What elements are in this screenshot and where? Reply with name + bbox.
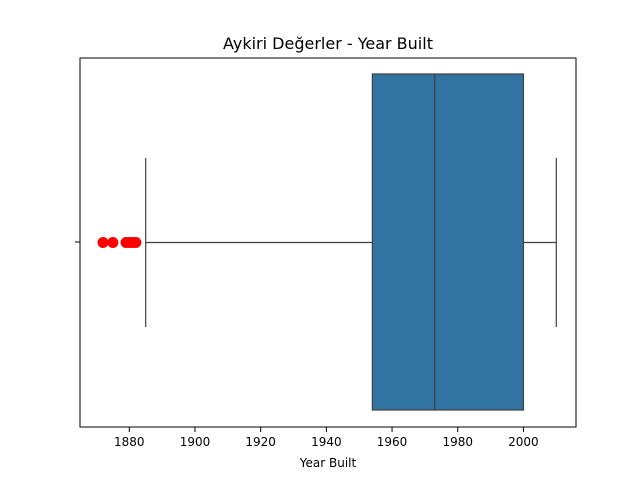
x-tick-label: 2000 bbox=[508, 435, 539, 449]
x-tick-label: 1920 bbox=[245, 435, 276, 449]
x-axis-ticks: 1880 1900 1920 1940 1960 1980 2000 bbox=[114, 427, 539, 449]
chart-title: Aykiri Değerler - Year Built bbox=[223, 34, 433, 53]
x-tick-label: 1980 bbox=[442, 435, 473, 449]
outlier-point bbox=[107, 237, 119, 248]
x-tick-label: 1940 bbox=[311, 435, 342, 449]
box-marks bbox=[97, 73, 557, 411]
outlier-point bbox=[130, 237, 142, 248]
x-axis-label: Year Built bbox=[299, 456, 357, 470]
iqr-box bbox=[371, 73, 525, 411]
outlier-point bbox=[97, 237, 109, 248]
x-tick-label: 1960 bbox=[377, 435, 408, 449]
x-tick-label: 1900 bbox=[180, 435, 211, 449]
x-tick-label: 1880 bbox=[114, 435, 145, 449]
